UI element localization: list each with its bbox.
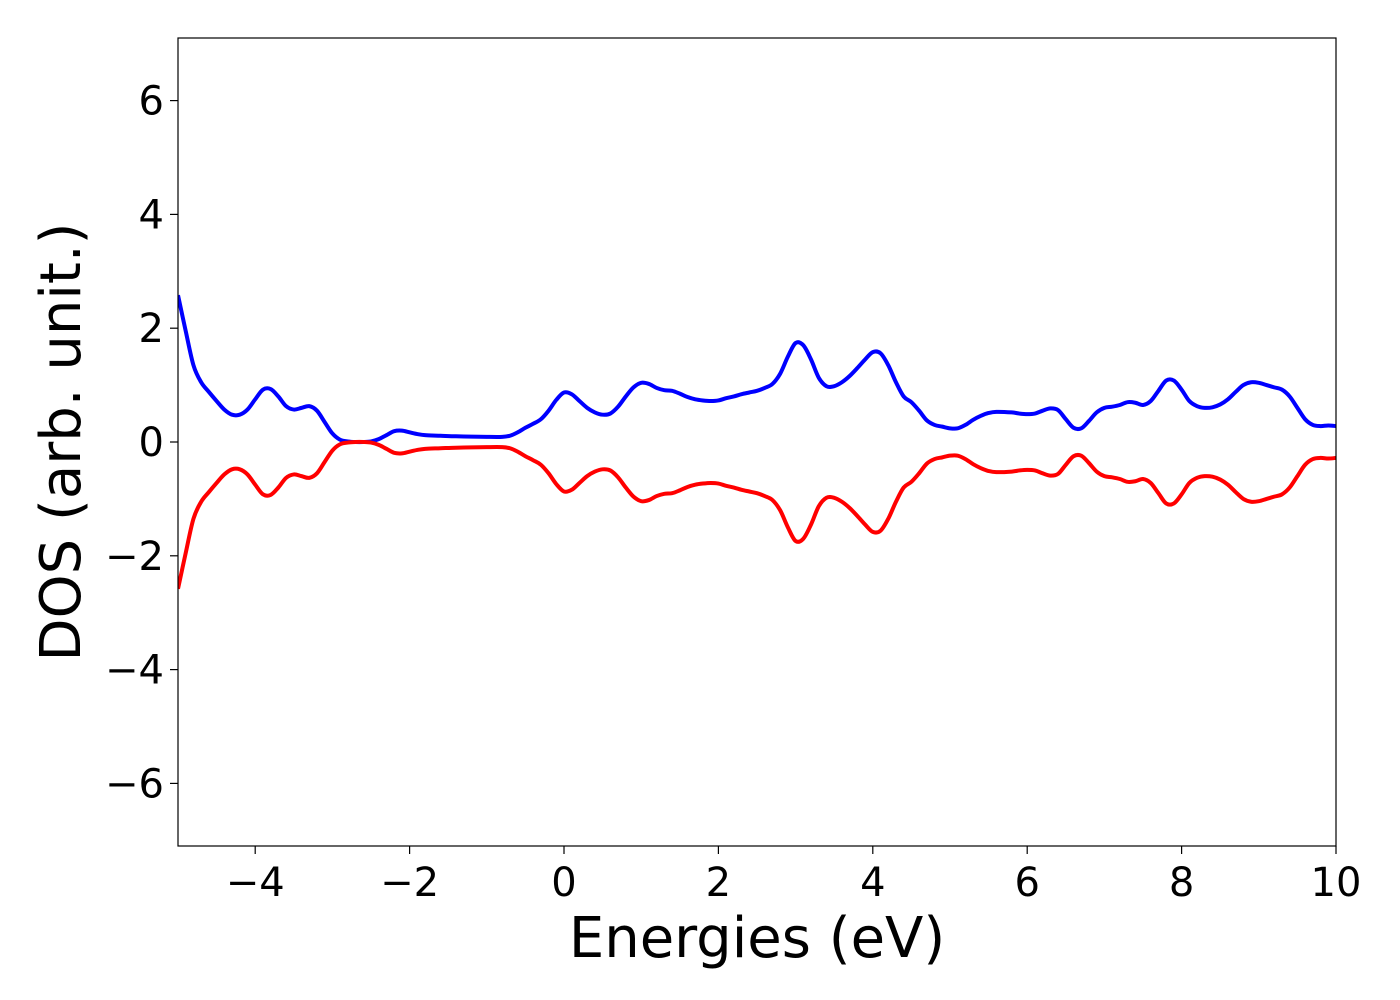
y-tick-label: 4	[139, 192, 164, 238]
x-tick-label: 2	[706, 860, 731, 906]
y-tick-label: −6	[105, 761, 164, 807]
x-tick-label: 10	[1311, 860, 1362, 906]
y-tick-label: −4	[105, 648, 164, 694]
x-tick-label: −4	[226, 860, 285, 906]
y-tick-label: 2	[139, 306, 164, 352]
y-tick-label: 6	[139, 79, 164, 125]
x-tick-label: 8	[1169, 860, 1194, 906]
y-axis-label: DOS (arb. unit.)	[29, 222, 94, 661]
x-tick-label: 0	[551, 860, 576, 906]
y-tick-label: 0	[139, 420, 164, 466]
y-tick-label: −2	[105, 534, 164, 580]
x-tick-label: 6	[1014, 860, 1039, 906]
y-axis-ticks: −6 −4 −2 0 2 4 6	[105, 79, 178, 807]
x-axis-ticks: −4 −2 0 2 4 6 8 10	[226, 846, 1362, 906]
x-tick-label: −2	[380, 860, 439, 906]
x-tick-label: 4	[860, 860, 885, 906]
series-layer	[178, 294, 1336, 590]
x-axis-label: Energies (eV)	[569, 906, 945, 971]
series-line-2	[178, 439, 1336, 590]
